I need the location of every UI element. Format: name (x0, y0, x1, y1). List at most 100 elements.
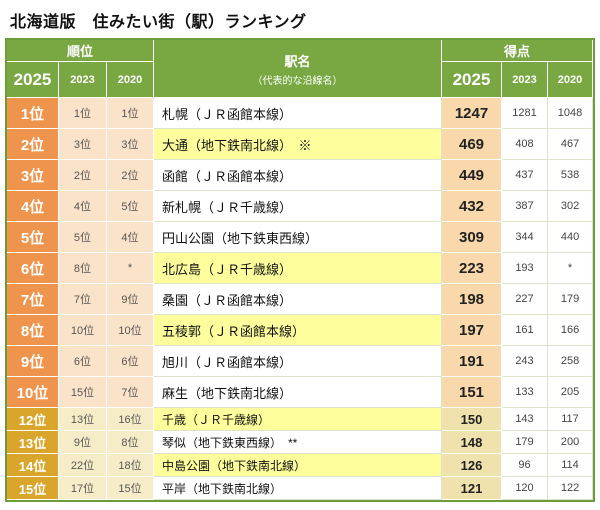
station-name-cell: 函館（ＪＲ函館本線） (154, 160, 442, 191)
rank-2025-cell: 10位 (6, 377, 59, 408)
score-2025-cell: 148 (442, 431, 502, 454)
rank-2020-cell: 18位 (106, 454, 154, 477)
score-2023-cell: 161 (502, 315, 548, 346)
rank-2020-cell: 16位 (106, 408, 154, 431)
score-2023-cell: 193 (502, 253, 548, 284)
score-2025-cell: 432 (442, 191, 502, 222)
station-name-cell: 円山公園（地下鉄東西線） (154, 222, 442, 253)
score-2020-cell: 205 (548, 377, 594, 408)
score-2025-cell: 223 (442, 253, 502, 284)
score-2025-cell: 151 (442, 377, 502, 408)
rank-2023-cell: 6位 (58, 346, 107, 377)
station-name-cell: 大通（地下鉄南北線） ※ (154, 129, 442, 160)
score-year-2020-header: 2020 (548, 62, 594, 98)
score-2025-cell: 191 (442, 346, 502, 377)
score-2020-cell: 114 (548, 454, 594, 477)
rank-2023-cell: 8位 (58, 253, 107, 284)
score-2020-cell: 200 (548, 431, 594, 454)
score-2025-cell: 1247 (442, 98, 502, 129)
station-name-cell: 旭川（ＪＲ函館本線） (154, 346, 442, 377)
table-body: 1位 1位 1位 札幌（ＪＲ函館本線） 1247 1281 1048 2位 3位… (6, 98, 594, 500)
score-2020-cell: 467 (548, 129, 594, 160)
rank-2023-cell: 2位 (58, 160, 107, 191)
rank-2025-cell: 3位 (6, 160, 59, 191)
rank-2023-cell: 4位 (58, 191, 107, 222)
score-2020-cell: 179 (548, 284, 594, 315)
table-row: 4位 4位 5位 新札幌（ＪＲ千歳線） 432 387 302 (6, 191, 594, 222)
station-name-cell: 桑園（ＪＲ函館本線） (154, 284, 442, 315)
station-header-subtitle: （代表的な沿線名） (252, 75, 343, 87)
rank-2023-cell: 9位 (58, 431, 107, 454)
station-name-cell: 札幌（ＪＲ函館本線） (154, 98, 442, 129)
score-year-2023-header: 2023 (502, 62, 548, 98)
score-2025-cell: 121 (442, 477, 502, 500)
rank-2025-cell: 15位 (6, 477, 59, 500)
score-2023-cell: 243 (502, 346, 548, 377)
score-2023-cell: 344 (502, 222, 548, 253)
table-row: 3位 2位 2位 函館（ＪＲ函館本線） 449 437 538 (6, 160, 594, 191)
rank-2025-cell: 14位 (6, 454, 59, 477)
rank-2023-cell: 17位 (58, 477, 107, 500)
table-row: 14位 22位 18位 中島公園（地下鉄南北線） 126 96 114 (6, 454, 594, 477)
score-2023-cell: 133 (502, 377, 548, 408)
rank-group-header: 順位 (6, 40, 154, 62)
rank-2020-cell: 9位 (106, 284, 154, 315)
rank-2025-cell: 1位 (6, 98, 59, 129)
rank-2025-cell: 5位 (6, 222, 59, 253)
rank-2025-cell: 13位 (6, 431, 59, 454)
rank-2025-cell: 12位 (6, 408, 59, 431)
score-2023-cell: 143 (502, 408, 548, 431)
score-2020-cell: 302 (548, 191, 594, 222)
score-2025-cell: 469 (442, 129, 502, 160)
score-2023-cell: 1281 (502, 98, 548, 129)
score-2023-cell: 408 (502, 129, 548, 160)
station-name-cell: 新札幌（ＪＲ千歳線） (154, 191, 442, 222)
rank-2023-cell: 5位 (58, 222, 107, 253)
score-2020-cell: 538 (548, 160, 594, 191)
rank-2023-cell: 1位 (58, 98, 107, 129)
rank-2020-cell: * (106, 253, 154, 284)
score-2020-cell: 122 (548, 477, 594, 500)
rank-2025-cell: 6位 (6, 253, 59, 284)
rank-year-2020-header: 2020 (106, 62, 154, 98)
station-name-cell: 千歳（ＪＲ千歳線） (154, 408, 442, 431)
rank-2025-cell: 2位 (6, 129, 59, 160)
score-year-2025-header: 2025 (442, 62, 502, 98)
rank-2020-cell: 2位 (106, 160, 154, 191)
table-row: 15位 17位 15位 平岸（地下鉄南北線） 121 120 122 (6, 477, 594, 500)
table-row: 12位 13位 16位 千歳（ＪＲ千歳線） 150 143 117 (6, 408, 594, 431)
score-2023-cell: 179 (502, 431, 548, 454)
table-row: 7位 7位 9位 桑園（ＪＲ函館本線） 198 227 179 (6, 284, 594, 315)
rank-year-2025-header: 2025 (6, 62, 59, 98)
rank-2023-cell: 3位 (58, 129, 107, 160)
table-row: 13位 9位 8位 琴似（地下鉄東西線） ** 148 179 200 (6, 431, 594, 454)
rank-2023-cell: 10位 (58, 315, 107, 346)
rank-2020-cell: 5位 (106, 191, 154, 222)
station-group-header: 駅名 （代表的な沿線名） (154, 40, 442, 98)
rank-2025-cell: 8位 (6, 315, 59, 346)
rank-2023-cell: 22位 (58, 454, 107, 477)
table-row: 6位 8位 * 北広島（ＪＲ千歳線） 223 193 * (6, 253, 594, 284)
rank-2020-cell: 3位 (106, 129, 154, 160)
station-name-cell: 麻生（地下鉄南北線） (154, 377, 442, 408)
station-name-cell: 平岸（地下鉄南北線） (154, 477, 442, 500)
score-2020-cell: 258 (548, 346, 594, 377)
table-row: 5位 5位 4位 円山公園（地下鉄東西線） 309 344 440 (6, 222, 594, 253)
rank-2025-cell: 9位 (6, 346, 59, 377)
station-name-cell: 中島公園（地下鉄南北線） (154, 454, 442, 477)
score-2025-cell: 150 (442, 408, 502, 431)
rank-2020-cell: 7位 (106, 377, 154, 408)
rank-2020-cell: 6位 (106, 346, 154, 377)
rank-2023-cell: 7位 (58, 284, 107, 315)
table-row: 8位 10位 10位 五稜郭（ＪＲ函館本線） 197 161 166 (6, 315, 594, 346)
rank-2020-cell: 10位 (106, 315, 154, 346)
score-2023-cell: 120 (502, 477, 548, 500)
score-2020-cell: 117 (548, 408, 594, 431)
rank-2020-cell: 15位 (106, 477, 154, 500)
score-2020-cell: 1048 (548, 98, 594, 129)
score-2020-cell: * (548, 253, 594, 284)
rank-2020-cell: 1位 (106, 98, 154, 129)
rank-2023-cell: 15位 (58, 377, 107, 408)
rank-2023-cell: 13位 (58, 408, 107, 431)
score-2023-cell: 96 (502, 454, 548, 477)
